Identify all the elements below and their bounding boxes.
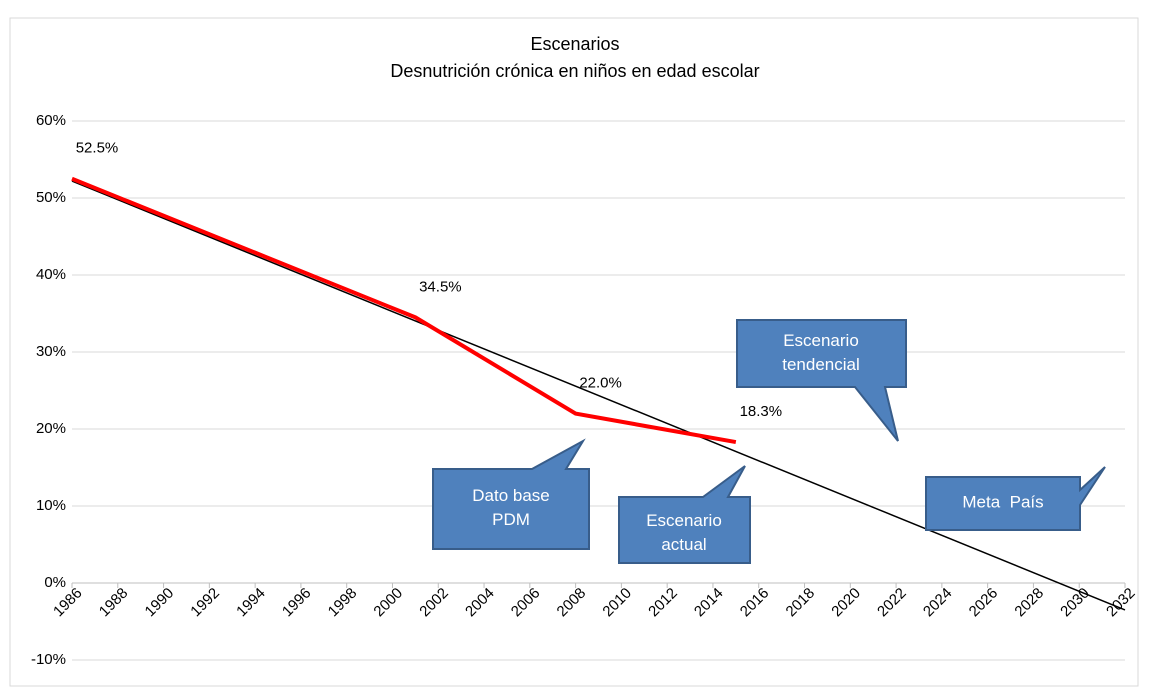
callout-text: Escenario actual [646,511,722,554]
callout-box [925,466,1106,531]
y-tick-label: 40% [36,266,66,283]
callout-box [736,319,907,442]
callouts [432,319,1106,564]
data-label: 52.5% [76,140,119,157]
y-tick-label: 20% [36,420,66,437]
callout-text: Escenario tendencial [782,331,860,374]
callout-text: Meta País [962,492,1043,511]
callout-box [618,465,751,564]
data-label: 34.5% [419,278,462,295]
y-tick-label: 0% [44,574,66,591]
line [71,176,737,445]
chart-subtitle: Desnutrición crónica en niños en edad es… [390,61,759,81]
line [71,180,1126,611]
y-tick-label: 30% [36,343,66,360]
y-tick-label: 50% [36,189,66,206]
chart-title: Escenarios [530,34,619,54]
y-tick-label: -10% [31,651,66,668]
y-tick-label: 60% [36,112,66,129]
data-label: 22.0% [579,375,622,392]
callout-box [432,438,590,550]
y-tick-label: 10% [36,497,66,514]
callout-text: Dato base PDM [472,486,550,529]
data-label: 18.3% [740,403,783,420]
